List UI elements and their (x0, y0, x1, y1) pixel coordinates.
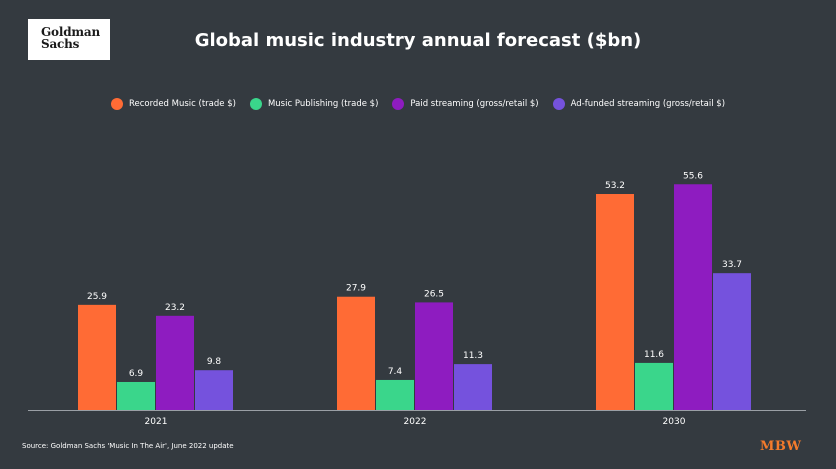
legend-item-ad-funded-streaming: Ad-funded streaming (gross/retail $) (552, 98, 726, 110)
data-label-2022-series-3: 11.3 (463, 351, 483, 361)
data-label-2022-series-2: 26.5 (424, 289, 444, 299)
x-tick-label-2022: 2022 (404, 417, 427, 427)
legend-item-music-publishing: Music Publishing (trade $) (249, 98, 379, 110)
legend-label-paid-streaming: Paid streaming (gross/retail $) (410, 99, 539, 109)
legend-item-paid-streaming: Paid streaming (gross/retail $) (392, 98, 539, 110)
chart-title: Global music industry annual forecast ($… (194, 30, 642, 51)
data-label-2030-series-0: 53.2 (605, 181, 625, 191)
bar-2021-series-1 (117, 381, 155, 410)
bar-2030-series-3 (713, 273, 751, 410)
data-label-2022-series-0: 27.9 (346, 284, 366, 294)
source-note: Source: Goldman Sachs 'Music In The Air'… (22, 442, 234, 450)
legend-label-ad-funded-streaming: Ad-funded streaming (gross/retail $) (570, 99, 726, 109)
data-label-2021-series-0: 25.9 (87, 292, 107, 302)
data-label-2021-series-1: 6.9 (129, 369, 144, 379)
legend-swatch-ad-funded-streaming (552, 98, 565, 110)
bar-2022-series-0 (337, 296, 375, 410)
bar-2022-series-1 (376, 379, 414, 410)
data-label-2030-series-1: 11.6 (644, 350, 664, 360)
bar-2021-series-0 (78, 304, 116, 410)
x-tick-label-2021: 2021 (145, 417, 168, 427)
data-label-2021-series-3: 9.8 (207, 357, 222, 367)
legend-swatch-paid-streaming (392, 98, 405, 110)
logo-line-2: Sachs (41, 37, 80, 51)
legend-label-recorded-music: Recorded Music (trade $) (128, 99, 236, 109)
data-label-2030-series-2: 55.6 (683, 171, 703, 181)
goldman-sachs-logo: Goldman Sachs (28, 19, 110, 60)
bar-2030-series-0 (596, 194, 634, 410)
legend-swatch-recorded-music (110, 98, 123, 110)
x-tick-label-2030: 2030 (663, 417, 686, 427)
bar-2022-series-2 (415, 302, 453, 410)
bar-2022-series-3 (454, 364, 492, 410)
data-label-2022-series-1: 7.4 (388, 367, 403, 377)
mbw-brand: MBW (760, 439, 802, 454)
legend-item-recorded-music: Recorded Music (trade $) (110, 98, 236, 110)
bar-2021-series-2 (156, 315, 194, 410)
logo-line-1: Goldman (41, 25, 100, 39)
data-label-2030-series-3: 33.7 (722, 260, 742, 270)
chart-legend: Recorded Music (trade $) Music Publishin… (0, 98, 836, 110)
bar-2021-series-3 (195, 370, 233, 410)
legend-swatch-music-publishing (249, 98, 262, 110)
data-label-2021-series-2: 23.2 (165, 303, 185, 313)
bar-2030-series-2 (674, 184, 712, 410)
bar-2030-series-1 (635, 362, 673, 410)
legend-label-music-publishing: Music Publishing (trade $) (267, 99, 379, 109)
